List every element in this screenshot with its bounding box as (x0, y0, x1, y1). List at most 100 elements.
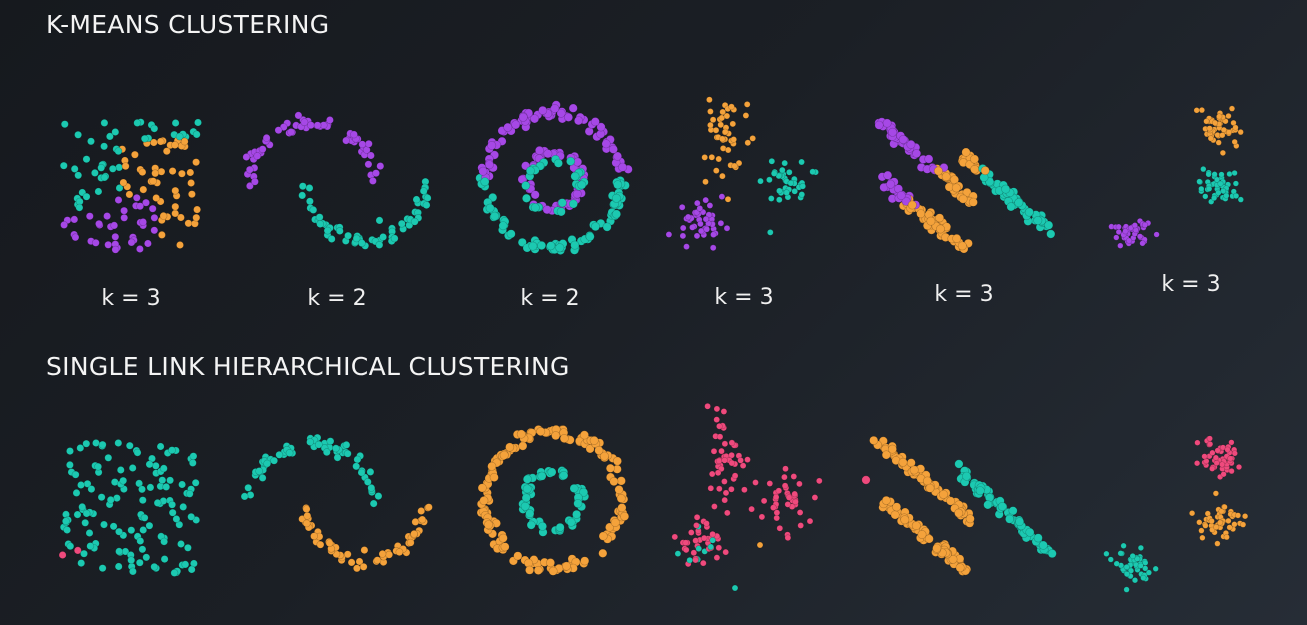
data-point (723, 224, 731, 232)
data-point (716, 422, 723, 430)
data-point (76, 444, 85, 452)
data-point (1237, 129, 1244, 136)
data-point (374, 492, 383, 500)
data-point (715, 544, 723, 552)
data-point (553, 158, 563, 168)
data-point (722, 548, 730, 556)
data-point (721, 496, 729, 504)
data-point (756, 541, 764, 549)
data-point (60, 120, 69, 129)
data-point (620, 511, 630, 521)
data-point (193, 205, 201, 214)
data-point (74, 130, 82, 139)
data-point (483, 520, 493, 530)
data-point (342, 440, 351, 449)
data-point (684, 213, 692, 221)
data-point (87, 485, 96, 493)
data-point (1212, 454, 1219, 461)
data-point (768, 158, 776, 165)
data-point (316, 540, 325, 549)
data-point (139, 185, 148, 194)
data-point (983, 500, 993, 510)
data-point (170, 141, 179, 149)
data-point (187, 565, 196, 574)
data-point (127, 526, 136, 535)
data-point (935, 213, 945, 223)
data-point (1123, 570, 1130, 578)
data-point (176, 213, 185, 222)
single-link-panel-4 (671, 402, 823, 592)
data-point (722, 489, 730, 497)
data-point (785, 169, 793, 176)
data-point (139, 218, 147, 226)
data-point (518, 112, 528, 122)
data-point (125, 441, 134, 450)
data-point (744, 139, 752, 147)
data-point (150, 562, 159, 571)
data-point (82, 509, 91, 518)
data-point (168, 446, 176, 455)
data-point (1232, 124, 1239, 131)
data-point (770, 504, 777, 511)
data-point (530, 203, 540, 213)
data-point (183, 543, 192, 552)
data-point (728, 459, 736, 467)
data-point (693, 513, 701, 521)
data-point (63, 526, 71, 534)
data-point (360, 546, 369, 554)
data-point (709, 530, 716, 538)
data-point (766, 480, 774, 487)
data-point (970, 164, 980, 174)
data-point (796, 509, 804, 516)
data-point (525, 166, 535, 176)
data-point (1225, 129, 1233, 136)
data-point (1044, 220, 1054, 230)
data-point (75, 203, 84, 212)
data-point (125, 190, 134, 199)
data-point (1033, 216, 1043, 226)
data-point (1231, 138, 1238, 145)
data-point (166, 476, 174, 485)
data-point (60, 220, 68, 229)
data-point (376, 162, 385, 170)
data-point (796, 480, 803, 488)
data-point (702, 196, 710, 204)
data-point (187, 512, 196, 521)
data-point (148, 204, 157, 213)
data-point (526, 520, 536, 530)
data-point (730, 136, 738, 143)
data-point (1122, 228, 1129, 235)
data-point (935, 224, 945, 234)
data-point (709, 116, 717, 123)
data-point (704, 402, 711, 410)
data-point (573, 116, 583, 126)
single-link-panel-3 (476, 424, 630, 576)
data-point (326, 437, 335, 446)
data-point (158, 476, 167, 485)
data-point (1228, 439, 1235, 446)
data-point (168, 500, 176, 509)
data-point (138, 496, 147, 505)
data-point (342, 136, 350, 145)
data-point (1131, 577, 1139, 584)
data-point (385, 550, 393, 559)
data-point (172, 515, 181, 523)
data-point (477, 483, 487, 493)
data-point (1193, 460, 1201, 467)
data-point (739, 462, 747, 469)
data-point (192, 213, 201, 222)
data-point (556, 108, 566, 118)
data-point (713, 416, 721, 423)
data-point (714, 469, 722, 477)
data-point (724, 196, 732, 203)
data-point (731, 472, 739, 480)
data-point (133, 448, 142, 457)
data-point (954, 508, 964, 518)
data-point (344, 231, 352, 240)
data-point (151, 461, 160, 470)
data-point (115, 547, 123, 556)
data-point (145, 521, 154, 530)
data-point (1038, 540, 1048, 550)
data-point (119, 476, 128, 485)
data-point (298, 191, 307, 200)
